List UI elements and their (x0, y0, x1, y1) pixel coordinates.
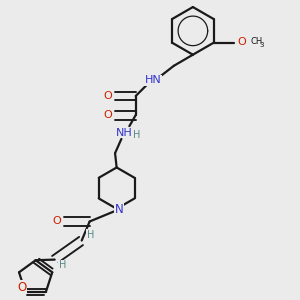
Text: H: H (59, 260, 66, 270)
Text: O: O (238, 37, 247, 47)
Text: CH: CH (251, 37, 263, 46)
Text: H: H (87, 230, 94, 240)
Text: O: O (104, 91, 112, 101)
Text: NH: NH (116, 128, 133, 137)
Text: N: N (115, 203, 124, 216)
Text: H: H (134, 130, 141, 140)
Text: O: O (104, 110, 112, 120)
Text: O: O (18, 281, 27, 294)
Text: 3: 3 (259, 42, 264, 48)
Text: O: O (53, 217, 62, 226)
Text: HN: HN (145, 75, 162, 85)
